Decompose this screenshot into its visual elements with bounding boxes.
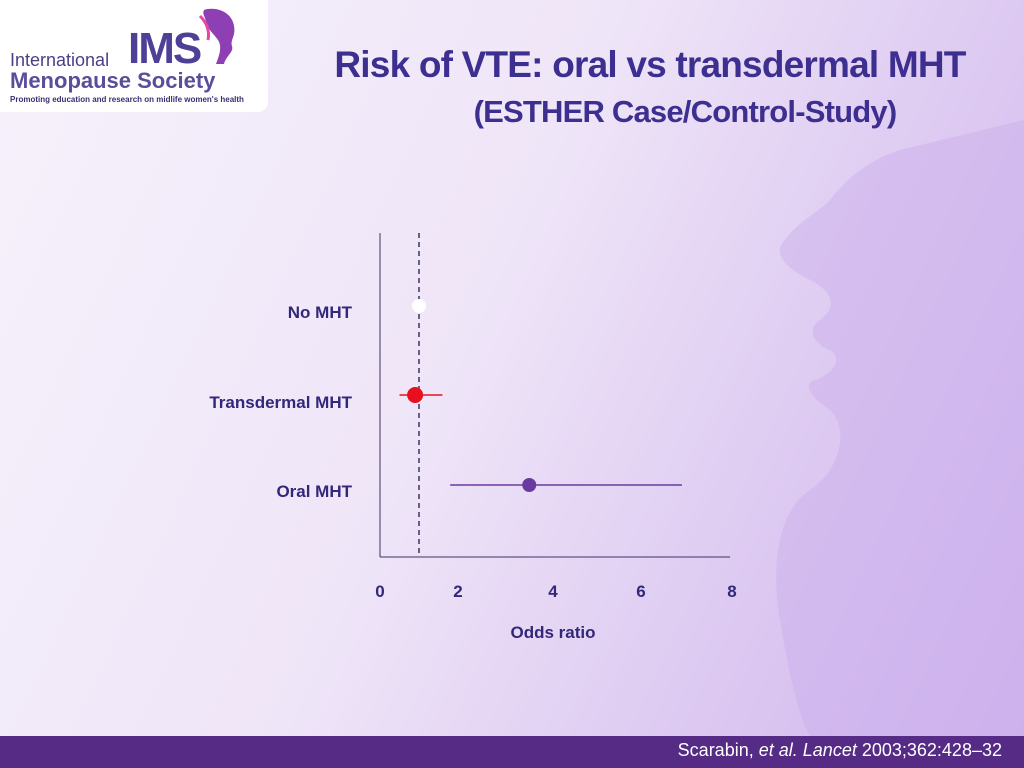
citation-ref: 2003;362:428–32 <box>861 740 1002 760</box>
point-estimate <box>412 299 426 313</box>
x-tick-label: 8 <box>727 582 736 601</box>
x-axis-title: Odds ratio <box>510 623 595 642</box>
logo-line1: International <box>10 50 110 70</box>
citation-author: Scarabin, <box>677 740 754 760</box>
logo-tagline: Promoting education and research on midl… <box>10 95 244 104</box>
category-label: No MHT <box>288 303 353 322</box>
logo-line2: Menopause Society <box>10 68 216 93</box>
category-label: Oral MHT <box>276 482 352 501</box>
x-tick-label: 4 <box>548 582 558 601</box>
point-estimate <box>407 387 424 403</box>
footer-bar: Scarabin, et al. Lancet 2003;362:428–32 <box>0 736 1024 768</box>
point-estimate <box>522 478 537 492</box>
ims-logo: International Menopause Society Promotin… <box>0 0 268 112</box>
citation-journal: Lancet <box>802 740 857 760</box>
slide-title: Risk of VTE: oral vs transdermal MHT <box>334 44 966 85</box>
slide-subtitle: (ESTHER Case/Control-Study) <box>473 94 898 129</box>
x-tick-label: 0 <box>375 582 384 601</box>
logo-ims: IMS <box>128 24 202 73</box>
forest-plot: 0 2 4 6 8 Odds ratio No MHT Transdermal MHT Oral… <box>209 233 737 642</box>
citation-etal: et al. <box>758 740 798 760</box>
x-tick-label: 2 <box>453 582 462 601</box>
profile-silhouette-icon <box>198 8 235 64</box>
category-label: Transdermal MHT <box>209 393 352 412</box>
citation: Scarabin, et al. Lancet 2003;362:428–32 <box>678 740 1002 761</box>
x-tick-label: 6 <box>636 582 645 601</box>
